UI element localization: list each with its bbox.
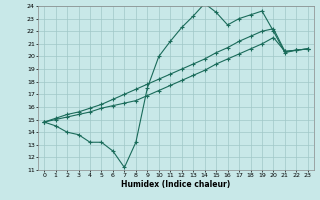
X-axis label: Humidex (Indice chaleur): Humidex (Indice chaleur) <box>121 180 231 189</box>
